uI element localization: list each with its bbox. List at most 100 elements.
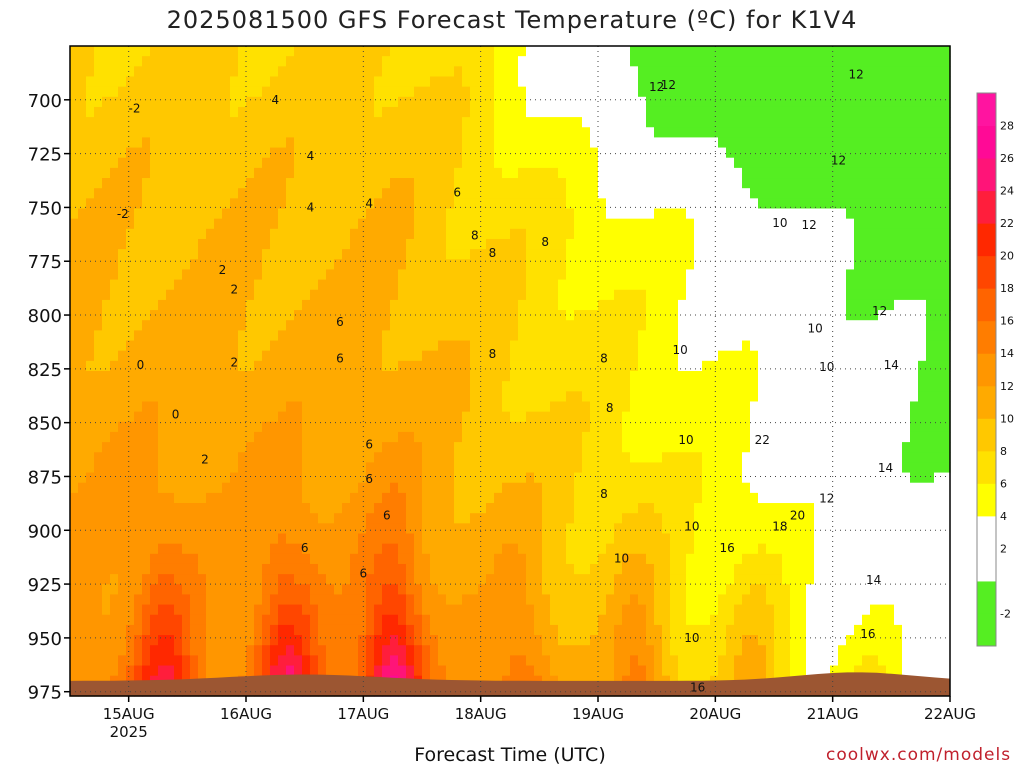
temperature-cell xyxy=(190,563,199,575)
temperature-cell xyxy=(190,167,199,179)
temperature-cell xyxy=(334,563,343,575)
temperature-cell xyxy=(262,523,271,535)
temperature-cell xyxy=(110,147,119,159)
temperature-cell xyxy=(110,503,119,514)
temperature-cell xyxy=(262,279,271,291)
temperature-cell xyxy=(494,157,503,169)
temperature-cell xyxy=(670,360,679,372)
temperature-cell xyxy=(590,137,599,149)
temperature-cell xyxy=(318,492,327,504)
temperature-cell xyxy=(646,299,655,311)
temperature-cell xyxy=(134,218,143,230)
temperature-cell xyxy=(430,340,439,352)
temperature-cell xyxy=(382,340,391,352)
temperature-cell xyxy=(430,584,439,596)
temperature-cell xyxy=(302,513,311,524)
temperature-cell xyxy=(406,665,415,677)
temperature-cell xyxy=(86,157,95,169)
temperature-cell xyxy=(486,299,495,311)
temperature-cell xyxy=(518,289,527,301)
temperature-cell xyxy=(518,635,527,646)
temperature-cell xyxy=(662,543,671,555)
temperature-cell xyxy=(94,584,103,596)
temperature-cell xyxy=(566,46,575,57)
temperature-cell xyxy=(430,198,439,210)
temperature-cell xyxy=(182,371,191,382)
temperature-cell xyxy=(646,594,655,606)
temperature-cell xyxy=(334,614,343,626)
temperature-cell xyxy=(414,665,423,677)
temperature-cell xyxy=(134,604,143,616)
temperature-cell xyxy=(518,188,527,199)
temperature-cell xyxy=(206,350,215,362)
temperature-cell xyxy=(254,462,263,474)
temperature-cell xyxy=(302,330,311,342)
temperature-cell xyxy=(254,574,263,585)
temperature-cell xyxy=(254,228,263,240)
temperature-cell xyxy=(510,218,519,230)
temperature-cell xyxy=(542,117,551,128)
temperature-cell xyxy=(150,360,159,372)
temperature-cell xyxy=(254,259,263,271)
temperature-cell xyxy=(286,452,295,464)
temperature-cell xyxy=(430,218,439,230)
temperature-cell xyxy=(534,421,543,433)
temperature-cell xyxy=(294,645,303,656)
temperature-cell xyxy=(630,604,639,616)
temperature-cell xyxy=(678,167,687,179)
temperature-cell xyxy=(630,614,639,626)
temperature-cell xyxy=(382,665,391,677)
temperature-cell xyxy=(446,198,455,210)
temperature-cell xyxy=(318,299,327,311)
temperature-cell xyxy=(406,360,415,372)
temperature-cell xyxy=(86,106,95,118)
temperature-cell xyxy=(590,442,599,453)
temperature-cell xyxy=(302,381,311,392)
temperature-cell xyxy=(230,421,239,433)
temperature-cell xyxy=(430,533,439,545)
temperature-cell xyxy=(182,563,191,575)
temperature-cell xyxy=(654,462,663,474)
temperature-cell xyxy=(70,106,79,118)
temperature-cell xyxy=(406,218,415,230)
temperature-cell xyxy=(486,533,495,545)
temperature-cell xyxy=(542,411,551,423)
temperature-cell xyxy=(110,452,119,464)
temperature-cell xyxy=(190,645,199,656)
temperature-cell xyxy=(286,106,295,118)
temperature-cell xyxy=(606,431,615,443)
temperature-cell xyxy=(374,574,383,585)
temperature-cell xyxy=(590,584,599,596)
temperature-cell xyxy=(654,330,663,342)
temperature-cell xyxy=(222,117,231,128)
temperature-cell xyxy=(598,228,607,240)
temperature-cell xyxy=(246,198,255,210)
temperature-cell xyxy=(302,137,311,149)
temperature-cell xyxy=(326,299,335,311)
temperature-cell xyxy=(678,147,687,159)
temperature-cell xyxy=(166,472,175,484)
temperature-cell xyxy=(518,482,527,494)
temperature-cell xyxy=(582,167,591,179)
temperature-cell xyxy=(198,167,207,179)
temperature-cell xyxy=(310,513,319,524)
temperature-cell xyxy=(94,279,103,291)
temperature-cell xyxy=(662,553,671,565)
temperature-cell xyxy=(86,66,95,78)
temperature-cell xyxy=(686,513,695,524)
temperature-cell xyxy=(278,269,287,281)
temperature-cell xyxy=(190,218,199,230)
temperature-cell xyxy=(614,431,623,443)
temperature-cell xyxy=(430,259,439,271)
temperature-cell xyxy=(382,106,391,118)
temperature-cell xyxy=(438,330,447,342)
temperature-cell xyxy=(126,350,135,362)
temperature-cell xyxy=(366,350,375,362)
temperature-cell xyxy=(630,492,639,504)
temperature-cell xyxy=(598,330,607,342)
temperature-cell xyxy=(118,299,127,311)
temperature-cell xyxy=(486,523,495,535)
temperature-cell xyxy=(326,228,335,240)
temperature-cell xyxy=(182,117,191,128)
temperature-cell xyxy=(686,66,695,78)
